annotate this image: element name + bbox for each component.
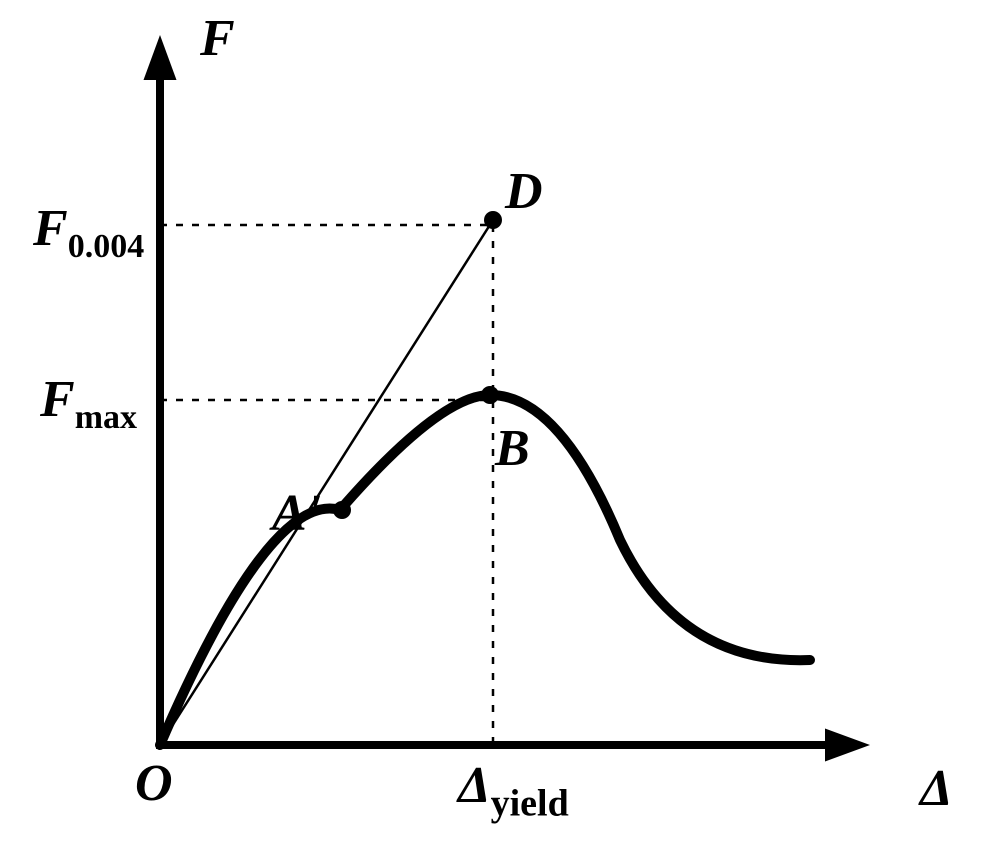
svg-text:O: O [135, 755, 173, 812]
force-displacement-chart: FΔODBA'F0.004FmaxΔyield [0, 0, 1000, 849]
svg-text:B: B [494, 420, 530, 477]
svg-text:F: F [199, 10, 235, 67]
svg-text:Δ: Δ [918, 760, 953, 817]
svg-text:D: D [504, 163, 543, 220]
svg-text:A': A' [269, 485, 321, 542]
